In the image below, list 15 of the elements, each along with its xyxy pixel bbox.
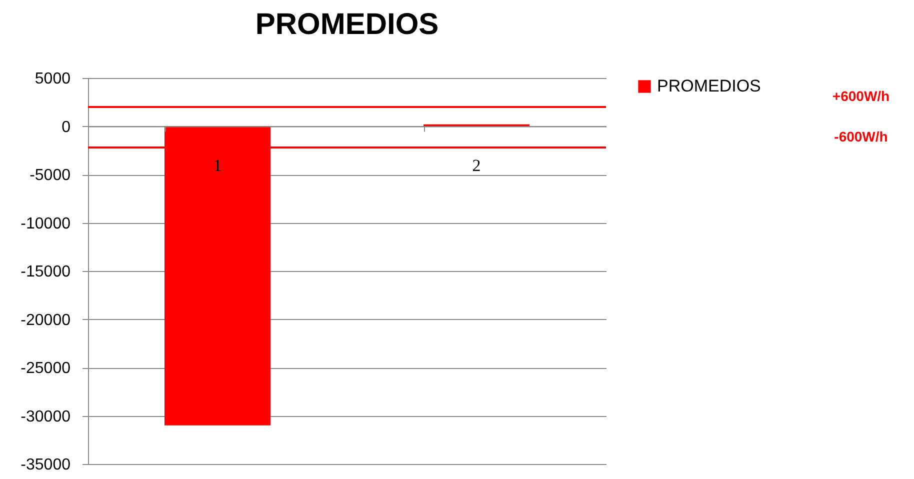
x-tick-label: 1 — [213, 156, 222, 175]
y-tick-label: -30000 — [20, 408, 71, 426]
y-tick-label: -25000 — [20, 360, 71, 377]
ref-line-label: -600W/h — [834, 128, 888, 144]
y-tick-label: -15000 — [20, 264, 71, 280]
y-tick-label: 0 — [62, 118, 71, 136]
y-tick-label: -5000 — [30, 167, 71, 184]
y-tick-label: -20000 — [20, 312, 71, 329]
ref-line-label: +600W/h — [832, 88, 890, 104]
x-tick-label: 2 — [472, 156, 481, 175]
y-tick-label: 5000 — [34, 70, 71, 88]
legend-label: PROMEDIOS — [657, 76, 761, 96]
y-tick-label: -35000 — [20, 456, 71, 474]
chart-title: PROMEDIOS — [255, 8, 439, 41]
y-tick-label: -10000 — [20, 215, 71, 232]
